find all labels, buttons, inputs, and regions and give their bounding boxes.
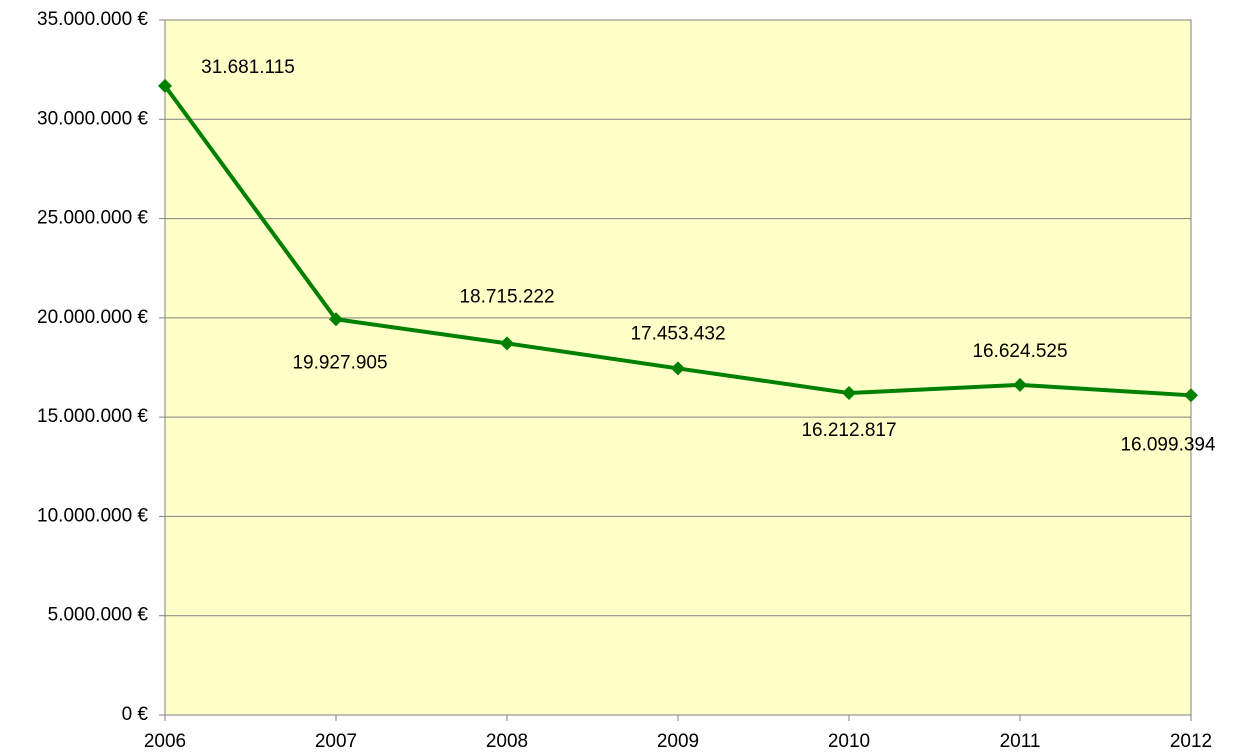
x-tick-label: 2006 bbox=[144, 731, 186, 752]
x-tick-label: 2012 bbox=[1170, 731, 1212, 752]
data-marker bbox=[500, 336, 514, 351]
y-tick-label: 30.000.000 € bbox=[37, 108, 148, 129]
data-marker bbox=[158, 78, 172, 93]
data-marker bbox=[329, 312, 343, 327]
data-marker bbox=[842, 386, 856, 401]
x-tick-label: 2007 bbox=[315, 731, 357, 752]
data-marker bbox=[1184, 388, 1198, 403]
x-tick-label: 2011 bbox=[1000, 731, 1041, 752]
data-marker bbox=[1013, 377, 1027, 392]
y-tick-label: 25.000.000 € bbox=[37, 208, 148, 229]
y-tick-label: 0 € bbox=[122, 704, 149, 725]
data-label: 16.624.525 bbox=[972, 341, 1067, 362]
data-label: 31.681.115 bbox=[201, 57, 295, 78]
x-tick-label: 2010 bbox=[828, 731, 870, 752]
data-label: 16.212.817 bbox=[801, 420, 896, 441]
y-tick-label: 35.000.000 € bbox=[37, 9, 148, 30]
y-tick-label: 10.000.000 € bbox=[37, 505, 148, 526]
data-label: 19.927.905 bbox=[292, 352, 387, 373]
data-label: 16.099.394 bbox=[1120, 434, 1216, 455]
x-tick-label: 2009 bbox=[657, 731, 699, 752]
data-label: 18.715.222 bbox=[459, 286, 554, 307]
data-marker bbox=[671, 361, 685, 376]
y-tick-label: 5.000.000 € bbox=[48, 605, 149, 626]
x-tick-label: 2008 bbox=[486, 731, 528, 752]
data-label: 17.453.432 bbox=[630, 323, 725, 344]
y-tick-label: 20.000.000 € bbox=[37, 307, 148, 328]
y-tick-label: 15.000.000 € bbox=[37, 406, 148, 427]
